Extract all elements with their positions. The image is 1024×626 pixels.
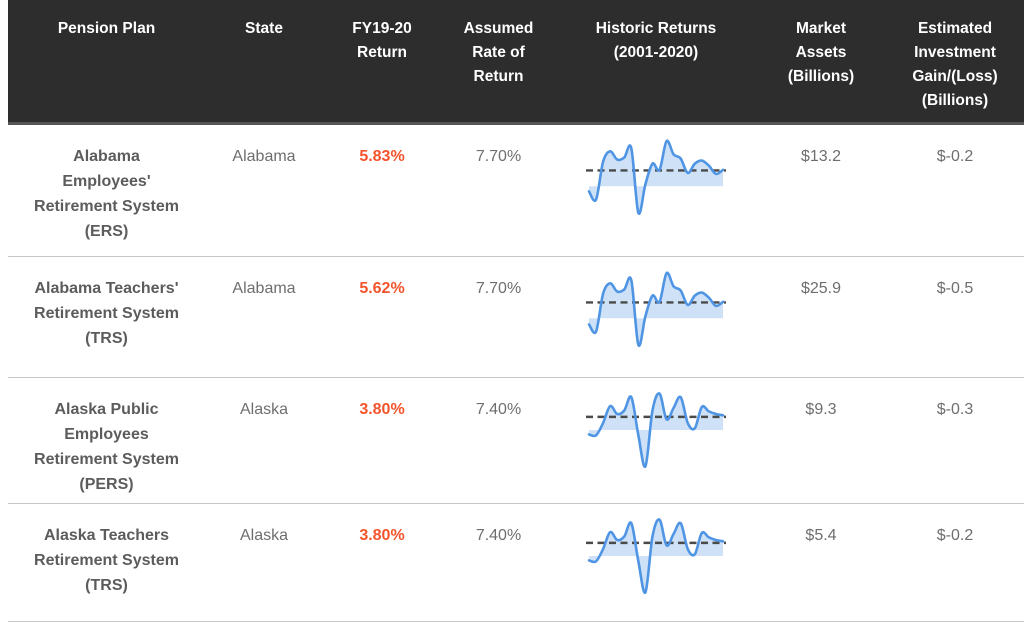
plan-name: Alaska Public Employees Retirement Syste… bbox=[34, 401, 179, 493]
assumed-rate-value: 7.70% bbox=[475, 280, 522, 297]
assumed-rate-value: 7.70% bbox=[475, 148, 522, 165]
fy-return-value: 5.62% bbox=[359, 280, 405, 297]
table-row: Alaska Public Employees Retirement Syste… bbox=[8, 378, 1024, 504]
pension-table: Pension Plan State FY19-20 Return Assume… bbox=[8, 0, 1024, 622]
table-header-row: Pension Plan State FY19-20 Return Assume… bbox=[8, 0, 1024, 125]
market-assets-value: $5.4 bbox=[805, 527, 837, 544]
assumed-rate-value: 7.40% bbox=[475, 527, 522, 544]
historic-returns-sparkline bbox=[556, 378, 756, 472]
investment-gain-loss-value: $-0.2 bbox=[936, 148, 974, 165]
column-header-state: State bbox=[245, 20, 283, 37]
sparkline-svg bbox=[586, 271, 726, 348]
table-row: Alabama Employees' Retirement System (ER… bbox=[8, 125, 1024, 257]
sparkline-svg bbox=[586, 139, 726, 216]
state-value: Alaska bbox=[239, 527, 289, 544]
table-row: Alaska Teachers Retirement System (TRS) … bbox=[8, 504, 1024, 622]
column-header-historic-returns: Historic Returns (2001-2020) bbox=[595, 20, 717, 61]
investment-gain-loss-value: $-0.5 bbox=[936, 280, 974, 297]
sparkline-svg bbox=[586, 518, 726, 594]
plan-name: Alabama Teachers' Retirement System (TRS… bbox=[34, 280, 179, 347]
table-row: Alabama Teachers' Retirement System (TRS… bbox=[8, 257, 1024, 378]
historic-returns-sparkline bbox=[556, 125, 756, 219]
column-header-market-assets: Market Assets (Billions) bbox=[787, 20, 855, 85]
historic-returns-sparkline bbox=[556, 504, 756, 598]
fy-return-value: 3.80% bbox=[359, 401, 405, 418]
column-header-fy19-20-return: FY19-20 Return bbox=[352, 20, 412, 61]
plan-name: Alaska Teachers Retirement System (TRS) bbox=[34, 527, 179, 594]
fy-return-value: 3.80% bbox=[359, 527, 405, 544]
investment-gain-loss-value: $-0.3 bbox=[936, 401, 974, 418]
column-header-assumed-rate: Assumed Rate of Return bbox=[463, 20, 534, 85]
column-header-pension-plan: Pension Plan bbox=[57, 20, 156, 37]
state-value: Alabama bbox=[232, 280, 296, 297]
historic-returns-sparkline bbox=[556, 257, 756, 351]
sparkline-svg bbox=[586, 392, 726, 468]
column-header-estimated-gain: Estimated Investment Gain/(Loss) (Billio… bbox=[912, 20, 998, 109]
fy-return-value: 5.83% bbox=[359, 148, 405, 165]
state-value: Alabama bbox=[232, 148, 296, 165]
state-value: Alaska bbox=[239, 401, 289, 418]
plan-name: Alabama Employees' Retirement System (ER… bbox=[34, 148, 179, 240]
investment-gain-loss-value: $-0.2 bbox=[936, 527, 974, 544]
assumed-rate-value: 7.40% bbox=[475, 401, 522, 418]
market-assets-value: $9.3 bbox=[805, 401, 837, 418]
market-assets-value: $25.9 bbox=[800, 280, 842, 297]
market-assets-value: $13.2 bbox=[800, 148, 842, 165]
